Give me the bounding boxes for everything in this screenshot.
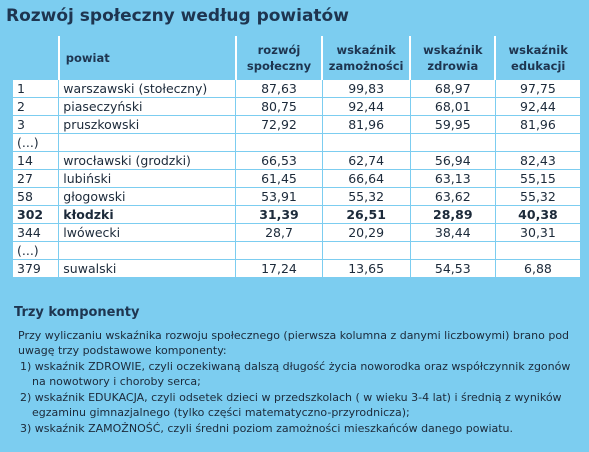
table-cell: 61,45 [235, 169, 323, 188]
table-cell: 28,7 [235, 223, 323, 242]
table-cell [58, 133, 236, 152]
table-cell [321, 241, 411, 260]
table-cell: 20,29 [321, 223, 411, 242]
table-cell: wrocławski (grodzki) [58, 151, 236, 170]
table-cell [494, 241, 580, 260]
table-cell: 1 [11, 80, 59, 98]
table-cell: 55,15 [494, 169, 580, 188]
table-cell: warszawski (stołeczny) [58, 80, 236, 98]
notes-intro: Przy wyliczaniu wskaźnika rozwoju społec… [18, 328, 570, 358]
header-cell: powiat [57, 36, 236, 80]
notes-title: Trzy komponenty [14, 305, 140, 320]
table-cell: 14 [11, 151, 59, 170]
table-cell: 53,91 [235, 187, 323, 206]
table-cell: (...) [11, 241, 59, 260]
table-cell: 63,62 [409, 187, 496, 206]
table-cell: 26,51 [321, 205, 411, 224]
notes-item: 3) wskaźnik ZAMOŻNOŚĆ, czyli średni pozi… [20, 421, 514, 435]
table-cell: 31,39 [235, 205, 323, 224]
table: powiat rozwój społeczny wskaźnik zamożnośc… [11, 36, 580, 278]
table-cell: 3 [11, 115, 59, 134]
table-cell: 66,64 [321, 169, 411, 188]
table-cell: 17,24 [235, 259, 323, 278]
table-row: (...) [11, 133, 580, 152]
title: Rozwój społeczny według powiatów [6, 6, 349, 26]
header-cell: wskaźnik edukacji [494, 36, 580, 80]
table-row: 302 kłodzki 31,39 26,51 28,89 40,38 [11, 205, 580, 224]
table-cell: pruszkowski [58, 115, 236, 134]
header-cell [13, 36, 59, 80]
table-row: 27 lubiński 61,45 66,64 63,13 55,15 [11, 169, 580, 188]
notes: Trzy komponenty Przy wyliczaniu wskaźnik… [14, 305, 579, 436]
table-row: 58 głogowski 53,91 55,32 63,62 55,32 [11, 187, 580, 206]
header-cell: wskaźnik zamożności [321, 36, 411, 80]
table-cell: 66,53 [235, 151, 323, 170]
table-cell: 2 [11, 97, 59, 116]
table-cell [321, 133, 411, 152]
table-cell: 81,96 [321, 115, 411, 134]
table-row: 1 warszawski (stołeczny) 87,63 99,83 68,97 97… [11, 80, 580, 98]
table-row: 379 suwalski 17,24 13,65 54,53 6,88 [11, 259, 580, 278]
table-cell: 302 [11, 205, 59, 224]
table-row: 2 piaseczyński 80,75 92,44 68,01 92,44 [11, 97, 580, 116]
table-cell: 379 [11, 259, 59, 278]
header-cell: rozwój społeczny [234, 36, 323, 80]
table-cell: 6,88 [494, 259, 580, 278]
table-cell: 56,94 [409, 151, 496, 170]
table-cell: 58 [11, 187, 59, 206]
table-cell: 30,31 [494, 223, 580, 242]
table-cell [58, 241, 236, 260]
table-cell: 92,44 [321, 97, 411, 116]
table-cell [494, 133, 580, 152]
table-cell: 13,65 [321, 259, 411, 278]
table-cell: lwówecki [58, 223, 236, 242]
header-row: powiat rozwój społeczny wskaźnik zamożnośc… [13, 36, 580, 80]
table-cell: 59,95 [409, 115, 496, 134]
table-cell: 99,83 [321, 80, 411, 98]
table-cell [409, 241, 496, 260]
table-cell: 38,44 [409, 223, 496, 242]
table-cell: lubiński [58, 169, 236, 188]
notes-item: 2) wskaźnik EDUKACJA, czyli odsetek dzie… [20, 390, 562, 420]
table-cell: suwalski [58, 259, 236, 278]
table-cell: 344 [11, 223, 59, 242]
table-cell: 68,01 [409, 97, 496, 116]
table-cell [235, 133, 323, 152]
header-cell: wskaźnik zdrowia [409, 36, 496, 80]
table-row: (...) [11, 241, 580, 260]
table-cell: 40,38 [494, 205, 580, 224]
table-cell: 62,74 [321, 151, 411, 170]
table-cell: 82,43 [494, 151, 580, 170]
table-cell: 28,89 [409, 205, 496, 224]
table-cell: piaseczyński [58, 97, 236, 116]
table-cell: 54,53 [409, 259, 496, 278]
notes-item: 1) wskaźnik ZDROWIE, czyli oczekiwaną da… [20, 359, 571, 389]
table-cell: 68,97 [409, 80, 496, 98]
table-cell: 72,92 [235, 115, 323, 134]
table-row: 344 lwówecki 28,7 20,29 38,44 30,31 [11, 223, 580, 242]
table-cell: 87,63 [235, 80, 323, 98]
table-cell: 27 [11, 169, 59, 188]
table-cell: 55,32 [494, 187, 580, 206]
table-cell: 97,75 [494, 80, 580, 98]
table-cell [235, 241, 323, 260]
table-cell: (...) [11, 133, 59, 152]
table-cell: kłodzki [58, 205, 236, 224]
table-cell [409, 133, 496, 152]
table-row: 14 wrocławski (grodzki) 66,53 62,74 56,94 82,… [11, 151, 580, 170]
table-row: 3 pruszkowski 72,92 81,96 59,95 81,96 [11, 115, 580, 134]
table-cell: głogowski [58, 187, 236, 206]
table-cell: 92,44 [494, 97, 580, 116]
table-cell: 81,96 [494, 115, 580, 134]
table-cell: 80,75 [235, 97, 323, 116]
table-cell: 63,13 [409, 169, 496, 188]
table-cell: 55,32 [321, 187, 411, 206]
